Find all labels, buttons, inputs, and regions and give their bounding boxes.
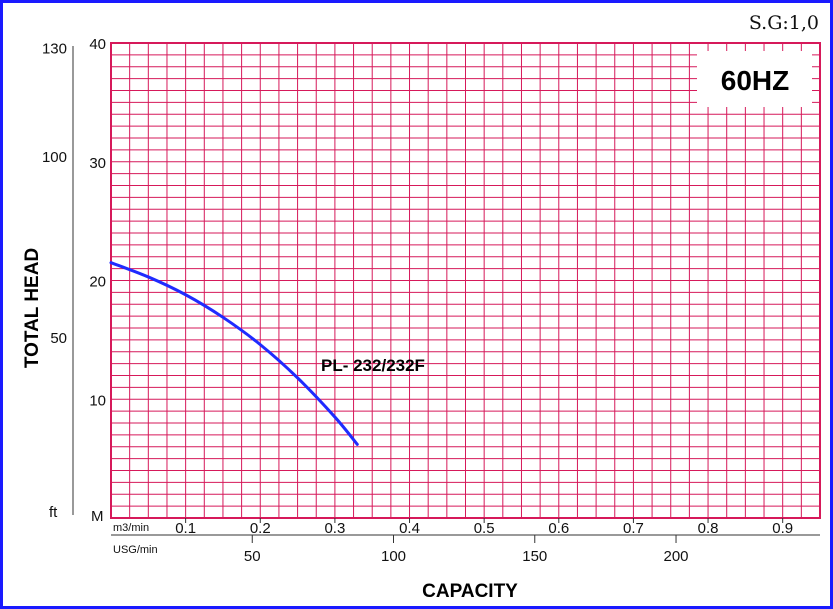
y-axis-title: TOTAL HEAD	[22, 248, 43, 368]
y-tick-label-ft: 100	[42, 149, 67, 166]
plot-border	[110, 42, 821, 519]
x-tick-label-usg: 200	[664, 548, 689, 565]
y-unit-ft: ft	[49, 504, 58, 521]
y-unit-m: M	[91, 508, 104, 525]
y-tick-label-m: 20	[89, 274, 106, 291]
y-tick-label-m: 40	[89, 36, 106, 53]
x-tick-label-m3: 0.9	[772, 520, 793, 537]
x-tick-label-m3: 0.5	[474, 520, 495, 537]
x-tick-label-m3: 0.8	[698, 520, 719, 537]
x-unit-m3: m3/min	[113, 522, 149, 534]
frequency-label: 60HZ	[721, 65, 789, 96]
y-tick-label-ft: 50	[50, 330, 67, 347]
x-tick-label-m3: 0.4	[399, 520, 420, 537]
x-tick-label-m3: 0.2	[250, 520, 271, 537]
x-tick-label-usg: 100	[381, 548, 406, 565]
series-curve-pl-232	[109, 261, 359, 446]
frequency-box	[697, 51, 812, 107]
y-axis-m-ticks: 10 20 30 40	[89, 36, 106, 409]
x-tick-label-usg: 50	[244, 548, 261, 565]
x-axis-usg-ticks: 50 100 150 200	[244, 535, 689, 565]
x-axis-title: CAPACITY	[422, 581, 518, 602]
y-tick-label-m: 10	[89, 392, 106, 409]
y-tick-label-m: 30	[89, 155, 106, 172]
x-tick-label-usg: 150	[522, 548, 547, 565]
x-tick-label-m3: 0.6	[548, 520, 569, 537]
x-unit-usg: USG/min	[113, 544, 158, 556]
grid	[111, 43, 820, 518]
x-tick-label-m3: 0.7	[623, 520, 644, 537]
x-tick-label-m3: 0.1	[175, 520, 196, 537]
specific-gravity-label: S.G:1,0	[749, 12, 819, 34]
x-axis-m3-ticks: 0.1 0.2 0.3 0.4 0.5 0.6 0.7 0.8 0.9	[175, 518, 793, 537]
x-tick-label-m3: 0.3	[324, 520, 345, 537]
y-tick-label-ft: 130	[42, 40, 67, 57]
series-label: PL- 232/232F	[321, 356, 425, 375]
y-axis-ft-ticks: 50 100 130	[42, 40, 67, 347]
